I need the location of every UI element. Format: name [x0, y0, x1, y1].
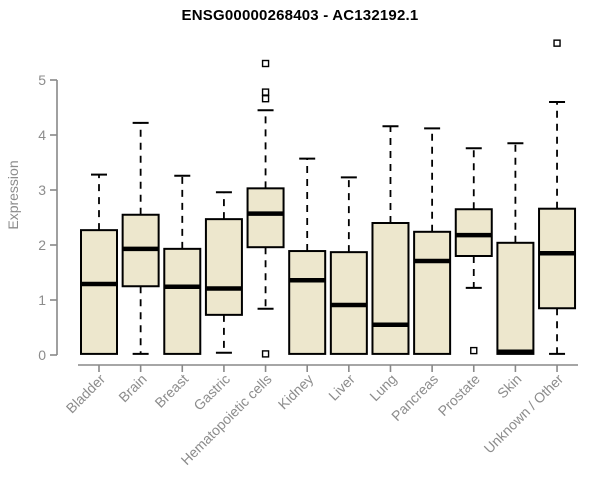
boxplot-bladder: [80, 173, 118, 355]
x-category-label-breast: Breast: [151, 371, 191, 411]
outlier-point: [261, 59, 270, 68]
boxplot-kidney: [288, 157, 327, 355]
iqr-box: [80, 229, 118, 355]
iqr-box: [413, 230, 452, 355]
outlier-point: [470, 346, 478, 355]
outlier-point: [553, 39, 561, 47]
iqr-box: [163, 247, 202, 355]
boxplot-gastric: [204, 191, 243, 354]
boxplot-skin: [496, 142, 535, 355]
iqr-box: [538, 207, 577, 310]
iqr-box: [246, 187, 285, 249]
x-category-label-lung: Lung: [366, 371, 399, 404]
outlier-point: [261, 350, 270, 358]
x-category-label-bladder: Bladder: [63, 371, 109, 417]
boxplot-breast: [163, 174, 202, 355]
y-tick-label: 1: [38, 292, 46, 308]
iqr-box: [204, 218, 243, 316]
y-tick-label: 0: [38, 347, 46, 363]
x-category-label-unknown-other: Unknown / Other: [481, 371, 567, 457]
boxplot-prostate: [454, 147, 493, 355]
x-category-label-liver: Liver: [325, 371, 358, 404]
x-category-label-kidney: Kidney: [275, 371, 317, 413]
boxplot-pancreas: [413, 127, 452, 355]
outlier-point: [261, 94, 270, 103]
boxplot-brain: [121, 121, 160, 355]
iqr-box: [371, 222, 410, 355]
boxplot-liver: [329, 176, 368, 355]
y-tick-label: 4: [38, 127, 46, 143]
x-category-label-prostate: Prostate: [435, 371, 483, 419]
iqr-box: [454, 208, 493, 257]
x-category-label-skin: Skin: [494, 371, 525, 402]
boxplot-unknown-other: [538, 39, 577, 355]
y-tick-label: 2: [38, 237, 46, 253]
boxplot-lung: [371, 125, 410, 355]
chart-title: ENSG00000268403 - AC132192.1: [181, 7, 419, 24]
iqr-box: [496, 241, 535, 355]
boxplot-hematopoietic-cells: [246, 59, 285, 358]
y-tick-label: 5: [38, 72, 46, 88]
outlier-point: [261, 88, 270, 96]
iqr-box: [288, 250, 327, 355]
x-category-label-brain: Brain: [115, 371, 149, 405]
y-tick-label: 3: [38, 182, 46, 198]
